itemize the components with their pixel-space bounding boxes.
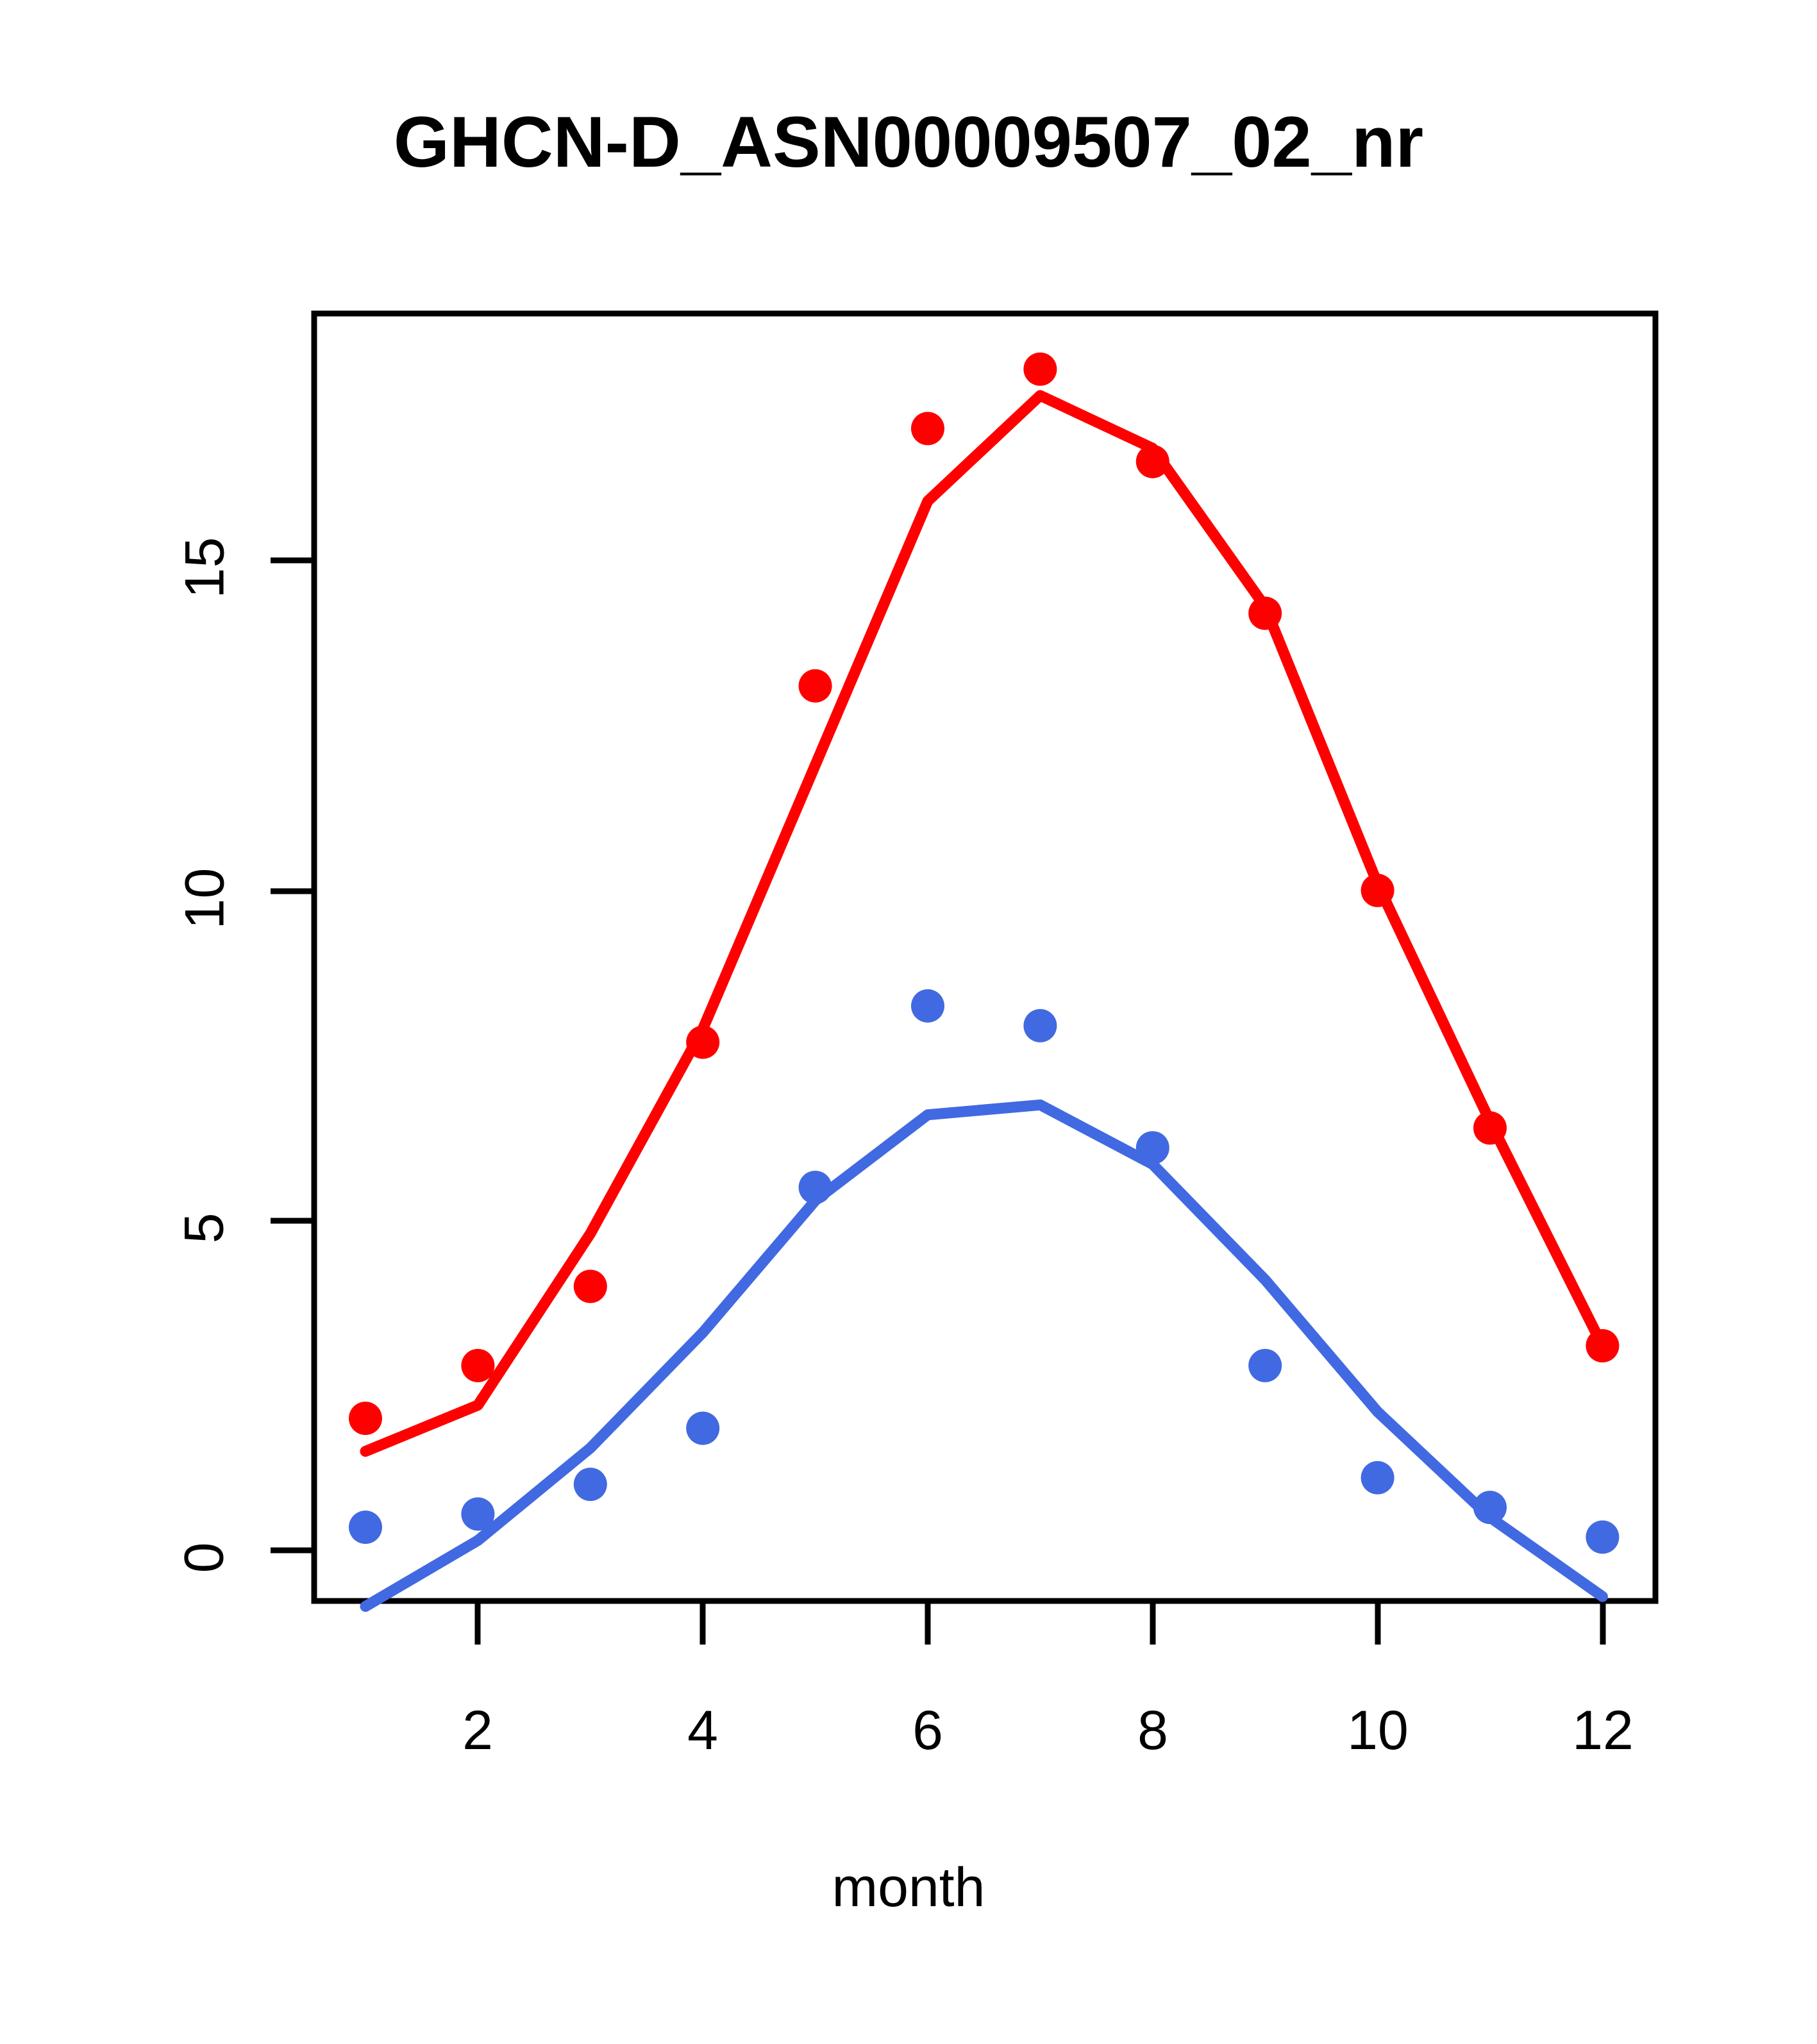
x-axis-title: month [832,1857,985,1918]
x-tick-label-2: 2 [462,1700,493,1761]
x-tick-label-6: 6 [912,1700,943,1761]
data-point [349,1402,382,1436]
data-point [911,989,944,1023]
data-point [1135,444,1169,478]
data-point [1248,1348,1282,1382]
y-axis-ticks [271,557,314,1554]
y-tick-label-0: 0 [173,1542,235,1573]
x-tick-label-8: 8 [1137,1700,1168,1761]
data-point [349,1510,382,1544]
data-point [686,1025,720,1059]
data-point [1361,873,1394,907]
data-point [1473,1111,1507,1145]
data-point [1135,1131,1169,1165]
data-point [1023,352,1057,386]
data-point [461,1348,495,1382]
data-point [461,1497,495,1531]
x-tick-label-10: 10 [1347,1700,1409,1761]
data-point [1361,1461,1394,1495]
x-tick-label-4: 4 [687,1700,718,1761]
data-point [1248,596,1282,630]
y-tick-label-10: 10 [174,867,236,930]
plot-frame [311,310,1659,1604]
series-line-tmax-fit-line [360,390,1608,1457]
data-point [798,1170,832,1204]
data-point [573,1468,607,1502]
data-point [1473,1491,1507,1525]
data-point [798,669,832,703]
data-point [686,1411,720,1445]
data-point [911,412,944,446]
series-lines-group [360,390,1608,1612]
data-point [573,1269,607,1303]
data-point [1586,1520,1620,1554]
page-title: GHCN-D_ASN00009507_02_nr [393,102,1424,182]
data-point [1023,1009,1057,1043]
x-tick-label-12: 12 [1572,1700,1634,1761]
series-points-group [349,352,1620,1554]
series-line-tmin-fit-line [360,1099,1608,1612]
y-tick-label-15: 15 [174,537,236,599]
x-axis-ticks [474,1601,1606,1645]
y-tick-label-5: 5 [173,1212,235,1244]
data-point [1586,1328,1620,1362]
